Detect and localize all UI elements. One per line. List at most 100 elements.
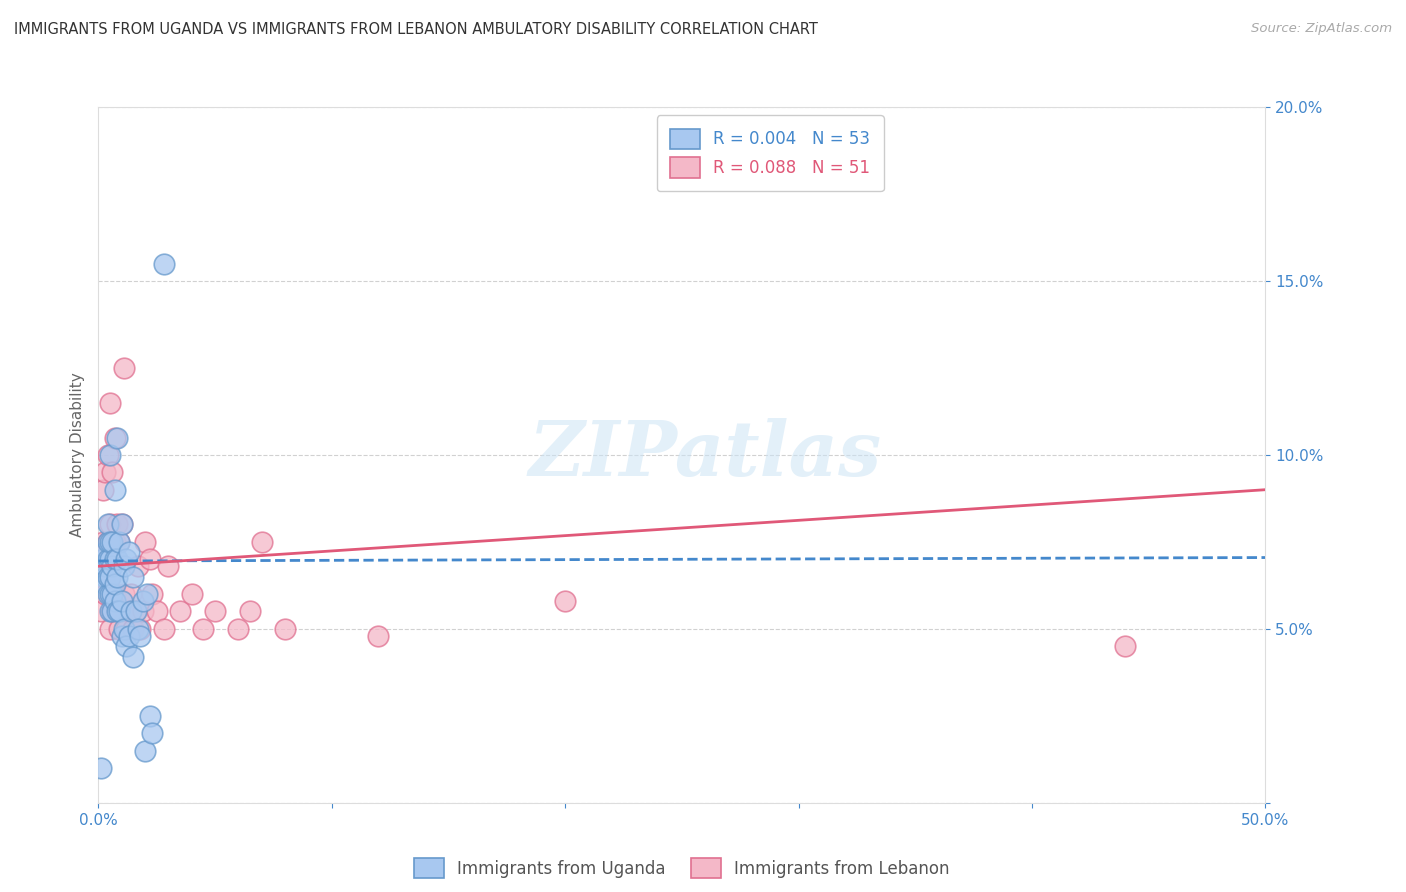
Point bbox=[105, 570, 128, 584]
Point bbox=[139, 552, 162, 566]
Point bbox=[98, 552, 121, 566]
Point bbox=[101, 559, 124, 574]
Point bbox=[129, 629, 152, 643]
Point bbox=[91, 483, 114, 497]
Point bbox=[141, 587, 163, 601]
Point bbox=[97, 552, 120, 566]
Point bbox=[111, 605, 134, 619]
Text: ZIPatlas: ZIPatlas bbox=[529, 418, 882, 491]
Point bbox=[169, 605, 191, 619]
Point bbox=[108, 622, 131, 636]
Point bbox=[91, 559, 114, 574]
Point bbox=[134, 534, 156, 549]
Point bbox=[129, 622, 152, 636]
Point bbox=[122, 570, 145, 584]
Point bbox=[101, 552, 124, 566]
Point bbox=[97, 570, 120, 584]
Point bbox=[111, 517, 134, 532]
Point bbox=[112, 622, 135, 636]
Point bbox=[98, 587, 121, 601]
Text: Source: ZipAtlas.com: Source: ZipAtlas.com bbox=[1251, 22, 1392, 36]
Point bbox=[111, 629, 134, 643]
Point bbox=[118, 545, 141, 559]
Point bbox=[120, 605, 142, 619]
Point bbox=[111, 594, 134, 608]
Point bbox=[115, 622, 138, 636]
Point bbox=[136, 587, 159, 601]
Point bbox=[104, 534, 127, 549]
Point bbox=[105, 605, 128, 619]
Point bbox=[105, 605, 128, 619]
Point bbox=[112, 360, 135, 375]
Point bbox=[132, 605, 155, 619]
Point bbox=[112, 587, 135, 601]
Point bbox=[90, 761, 112, 775]
Point bbox=[120, 587, 142, 601]
Y-axis label: Ambulatory Disability: Ambulatory Disability bbox=[69, 373, 84, 537]
Point bbox=[98, 517, 121, 532]
Point bbox=[97, 587, 120, 601]
Point bbox=[250, 534, 273, 549]
Point bbox=[152, 622, 174, 636]
Point bbox=[127, 622, 149, 636]
Point bbox=[97, 534, 120, 549]
Point bbox=[94, 559, 117, 574]
Point bbox=[94, 587, 117, 601]
Point bbox=[193, 622, 215, 636]
Point bbox=[104, 576, 127, 591]
Point bbox=[134, 744, 156, 758]
Point bbox=[105, 517, 128, 532]
Point bbox=[104, 594, 127, 608]
Point bbox=[118, 605, 141, 619]
Point bbox=[122, 649, 145, 664]
Point bbox=[118, 629, 141, 643]
Point bbox=[115, 639, 138, 653]
Point bbox=[101, 605, 124, 619]
Point bbox=[127, 559, 149, 574]
Point bbox=[94, 466, 117, 480]
Point bbox=[112, 559, 135, 574]
Point bbox=[94, 545, 117, 559]
Point bbox=[97, 534, 120, 549]
Point bbox=[98, 570, 121, 584]
Point bbox=[111, 517, 134, 532]
Point bbox=[104, 431, 127, 445]
Point bbox=[274, 622, 297, 636]
Point bbox=[108, 605, 131, 619]
Point bbox=[105, 431, 128, 445]
Text: IMMIGRANTS FROM UGANDA VS IMMIGRANTS FROM LEBANON AMBULATORY DISABILITY CORRELAT: IMMIGRANTS FROM UGANDA VS IMMIGRANTS FRO… bbox=[14, 22, 818, 37]
Point bbox=[108, 534, 131, 549]
Point bbox=[98, 448, 121, 462]
Point bbox=[90, 605, 112, 619]
Point bbox=[122, 622, 145, 636]
Point bbox=[94, 576, 117, 591]
Point bbox=[125, 605, 148, 619]
Point bbox=[98, 534, 121, 549]
Point bbox=[132, 594, 155, 608]
Point bbox=[157, 559, 180, 574]
Point bbox=[98, 622, 121, 636]
Point bbox=[97, 517, 120, 532]
Point bbox=[367, 629, 389, 643]
Point bbox=[101, 534, 124, 549]
Point bbox=[98, 605, 121, 619]
Point bbox=[104, 552, 127, 566]
Point bbox=[97, 570, 120, 584]
Point bbox=[101, 605, 124, 619]
Point bbox=[97, 448, 120, 462]
Point bbox=[204, 605, 226, 619]
Point bbox=[139, 708, 162, 723]
Point bbox=[146, 605, 169, 619]
Point bbox=[554, 594, 576, 608]
Point bbox=[180, 587, 202, 601]
Legend: Immigrants from Uganda, Immigrants from Lebanon: Immigrants from Uganda, Immigrants from … bbox=[408, 851, 956, 885]
Point bbox=[108, 534, 131, 549]
Point bbox=[104, 483, 127, 497]
Point bbox=[1114, 639, 1136, 653]
Point bbox=[101, 587, 124, 601]
Point bbox=[101, 466, 124, 480]
Point bbox=[152, 256, 174, 270]
Point bbox=[98, 570, 121, 584]
Point bbox=[125, 605, 148, 619]
Point bbox=[104, 587, 127, 601]
